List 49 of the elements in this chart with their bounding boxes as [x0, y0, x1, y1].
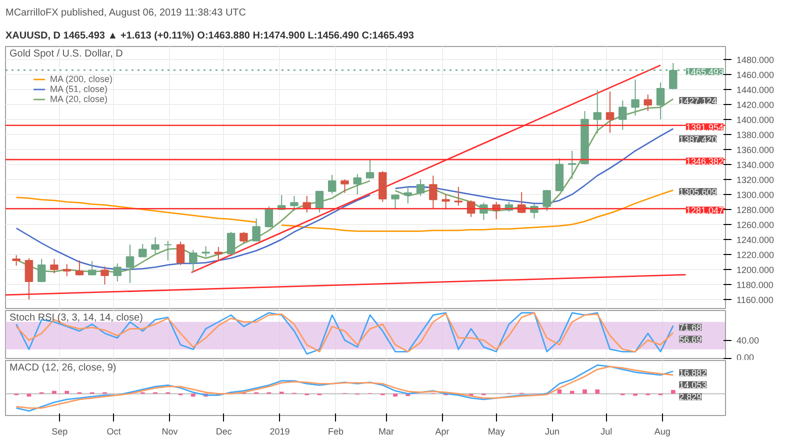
text: MCarrilloFX published, August 06, 2019 11:38:43 UTC [6, 8, 246, 18]
y-tick-label: 40.00 [736, 336, 760, 346]
chart-title: Gold Spot / U.S. Dollar, D [10, 48, 123, 60]
y-tick-label: 1360.000 [736, 144, 774, 155]
chart-subtitle: XAUUSD, D 1465.493 ▲ +1.613 (+0.11%) O:1463.880 H:1474.900 L:1456.490 C:1465.493 [6, 30, 414, 42]
y-tick-label: 1320.000 [736, 174, 774, 185]
annotation: 71.68 [679, 322, 702, 333]
legend-label: MA (20, close) [50, 94, 108, 104]
x-tick-label: Jun [545, 426, 560, 436]
y-tick-label: 1420.000 [736, 100, 774, 110]
y-tick-label: 1160.000 [736, 294, 774, 305]
ref-line-label: 1281.047 [686, 206, 724, 216]
y-tick-label: 1300.000 [736, 190, 774, 200]
x-tick-label: Oct [106, 426, 122, 436]
ref-line-label: 1465.493 [686, 67, 724, 78]
ref-line-label: 1391.954 [686, 122, 724, 132]
x-tick-label: May [488, 426, 506, 436]
x-tick-label: Jul [600, 426, 612, 436]
annotation: 16.882 [679, 368, 707, 378]
x-tick-label: Mar [378, 426, 394, 436]
legend-label: MA (200, close) [50, 74, 113, 84]
ref-line-label: 1346.382 [686, 156, 724, 167]
x-tick-label: Sep [52, 426, 68, 436]
y-tick-label: 1340.000 [736, 160, 774, 170]
y-tick-label: 1260.000 [736, 220, 774, 230]
y-tick-label: 1280.000 [736, 204, 774, 215]
x-tick-label: Feb [328, 426, 344, 436]
x-tick-label: Apr [435, 426, 450, 436]
legend-label: MA (51, close) [50, 84, 108, 94]
annotation: 1387.420 [679, 134, 717, 144]
x-tick-label: Nov [162, 426, 178, 436]
annotation: 2.829 [679, 392, 702, 402]
chart-title: MACD (12, 26, close, 9) [10, 362, 116, 374]
annotation: 14.053 [679, 380, 707, 390]
y-tick-label: 1220.000 [736, 250, 774, 260]
y-tick-label: 1480.000 [736, 54, 774, 65]
annotation: 56.69 [679, 334, 702, 345]
x-tick-label: Dec [216, 426, 232, 436]
y-tick-label: 1200.000 [736, 264, 774, 275]
x-tick-label: 2019 [270, 426, 290, 436]
annotation: 1305.609 [679, 187, 717, 198]
y-tick-label: 1460.000 [736, 70, 774, 80]
y-tick-label: 1180.000 [736, 280, 774, 290]
annotation: 1427.124 [679, 96, 717, 106]
y-tick-label: 1400.000 [736, 114, 774, 125]
y-tick-label: 1380.000 [736, 130, 774, 140]
y-tick-label: 1440.000 [736, 84, 774, 95]
y-tick-label: 1240.000 [736, 234, 774, 245]
x-tick-label: Aug [654, 426, 670, 436]
